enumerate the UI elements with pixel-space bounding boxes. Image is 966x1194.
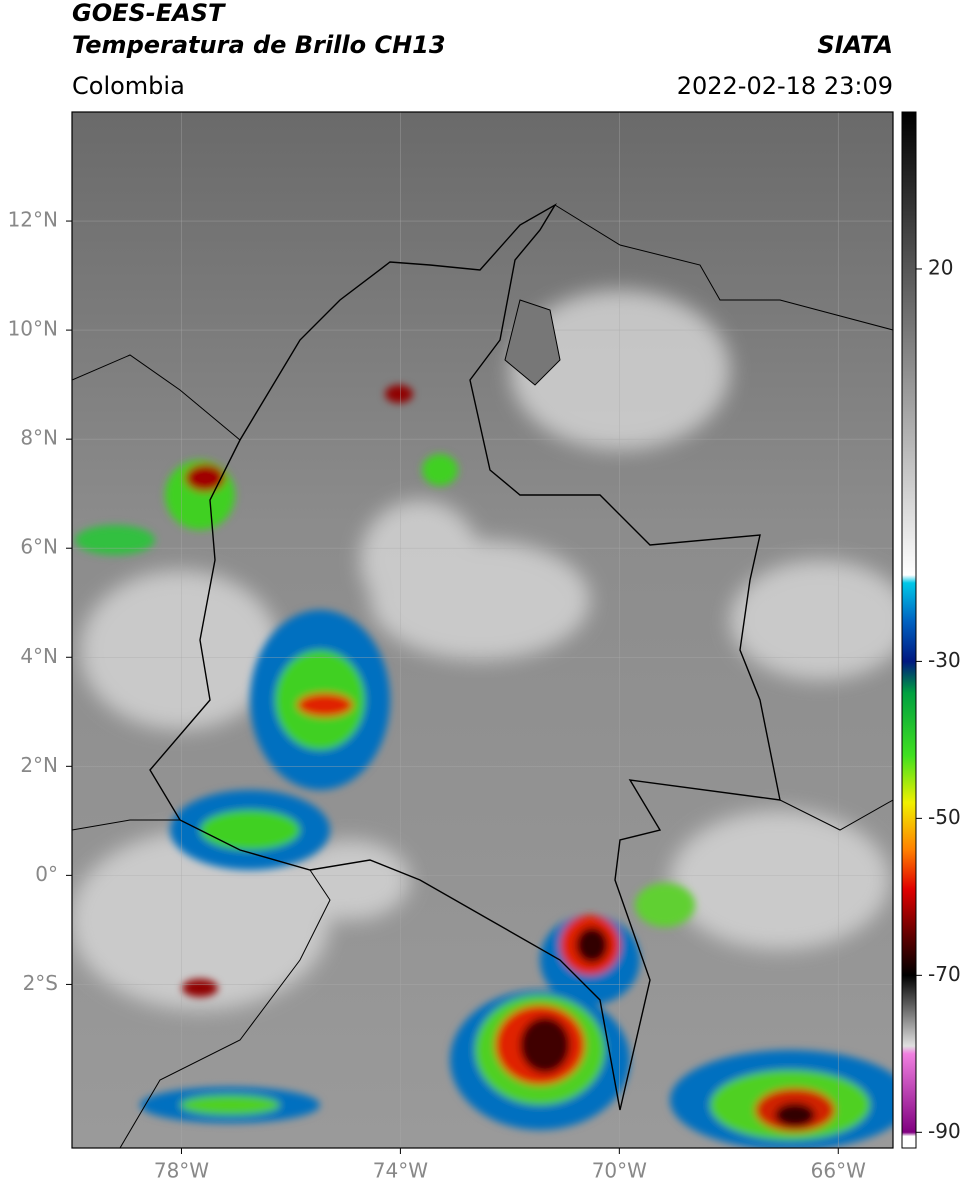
product: Temperatura de Brillo CH13 [72, 31, 446, 59]
datetime: 2022-02-18 23:09 [677, 72, 893, 100]
lat-tick-label: 0° [35, 862, 58, 886]
lon-tick-label: 66°W [811, 1159, 866, 1183]
colorbar-tick-label: 20 [928, 255, 953, 279]
title: GOES-EAST [72, 0, 226, 27]
lat-tick-label: 10°N [8, 317, 58, 341]
lat-tick-label: 4°N [20, 644, 58, 668]
colorbar-tick-label: -90 [928, 1119, 961, 1143]
lat-tick-label: 2°N [20, 753, 58, 777]
region: Colombia [72, 72, 185, 100]
lat-tick-label: 6°N [20, 535, 58, 559]
lat-tick-label: 2°S [23, 971, 58, 995]
satellite-image [72, 112, 893, 1148]
colorbar-tick-label: -30 [928, 648, 961, 672]
lat-tick-label: 8°N [20, 426, 58, 450]
lat-tick-label: 12°N [8, 208, 58, 232]
colorbar-tick-label: -50 [928, 805, 961, 829]
colorbar-tick-label: -70 [928, 962, 961, 986]
map-frame [71, 111, 894, 1149]
source: SIATA [817, 31, 893, 59]
colorbar [901, 111, 917, 1149]
lon-tick-label: 70°W [592, 1159, 647, 1183]
lon-tick-label: 78°W [154, 1159, 209, 1183]
lon-tick-label: 74°W [373, 1159, 428, 1183]
